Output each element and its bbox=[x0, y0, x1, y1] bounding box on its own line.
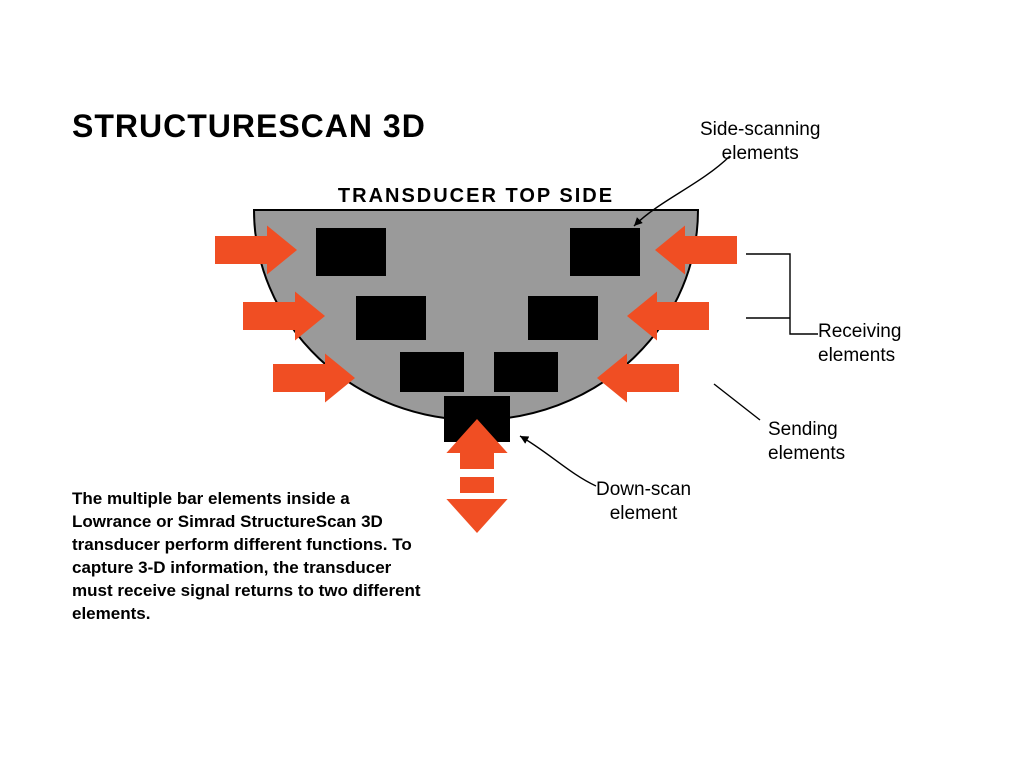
label-down-scan-line2: element bbox=[610, 503, 678, 524]
diagram-description: The multiple bar elements inside a Lowra… bbox=[72, 488, 432, 626]
diagram-stage: { "type": "infographic", "canvas": { "wi… bbox=[0, 0, 1024, 768]
down-arrow-shaft-bot bbox=[460, 477, 494, 493]
leader-down-scan bbox=[520, 436, 596, 486]
transducer-top-label: TRANSDUCER TOP SIDE bbox=[296, 185, 656, 208]
label-down-scan-line1: Down-scan bbox=[596, 479, 691, 500]
label-sending: Sending elements bbox=[768, 418, 845, 466]
diagram-title: STRUCTURESCAN 3D bbox=[72, 108, 426, 145]
label-receiving: Receiving elements bbox=[818, 320, 901, 368]
label-receiving-line1: Receiving bbox=[818, 321, 901, 342]
element-ss-right bbox=[570, 228, 640, 276]
element-ss-left bbox=[316, 228, 386, 276]
element-tx-left bbox=[400, 352, 464, 392]
element-tx-right bbox=[494, 352, 558, 392]
label-side-scanning-line1: Side-scanning bbox=[700, 119, 820, 140]
label-sending-line2: elements bbox=[768, 443, 845, 464]
label-side-scanning-line2: elements bbox=[722, 143, 799, 164]
leader-receiving-bracket bbox=[746, 254, 818, 334]
label-sending-line1: Sending bbox=[768, 419, 838, 440]
leader-sending bbox=[714, 384, 760, 420]
down-arrow-down-head bbox=[446, 499, 507, 533]
element-rx-right bbox=[528, 296, 598, 340]
label-receiving-line2: elements bbox=[818, 345, 895, 366]
down-arrow-shaft-top bbox=[460, 453, 494, 469]
label-down-scan: Down-scan element bbox=[596, 478, 691, 526]
label-side-scanning: Side-scanning elements bbox=[700, 118, 820, 166]
element-rx-left bbox=[356, 296, 426, 340]
